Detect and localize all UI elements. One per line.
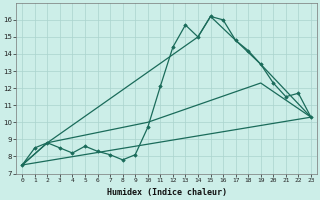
X-axis label: Humidex (Indice chaleur): Humidex (Indice chaleur) xyxy=(107,188,227,197)
